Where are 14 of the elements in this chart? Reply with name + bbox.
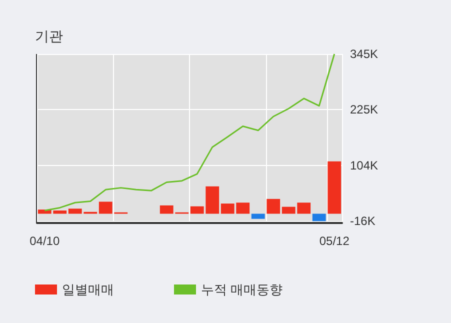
bar bbox=[312, 214, 326, 222]
x-tick-label: 05/12 bbox=[319, 234, 350, 248]
legend-label: 일별매매 bbox=[62, 282, 114, 297]
x-tick-label: 04/10 bbox=[30, 234, 60, 248]
y-tick-label: 225K bbox=[350, 102, 378, 117]
y-tick-label: 104K bbox=[350, 158, 378, 173]
legend-label: 누적 매매동향 bbox=[201, 282, 283, 297]
y-tick-label: -16K bbox=[350, 214, 376, 228]
bar bbox=[251, 214, 265, 219]
bar bbox=[266, 198, 280, 214]
bar bbox=[328, 161, 342, 214]
line-series bbox=[44, 53, 336, 212]
chart-title: 기관 bbox=[35, 28, 63, 44]
y-tick-label: 345K bbox=[350, 47, 378, 61]
